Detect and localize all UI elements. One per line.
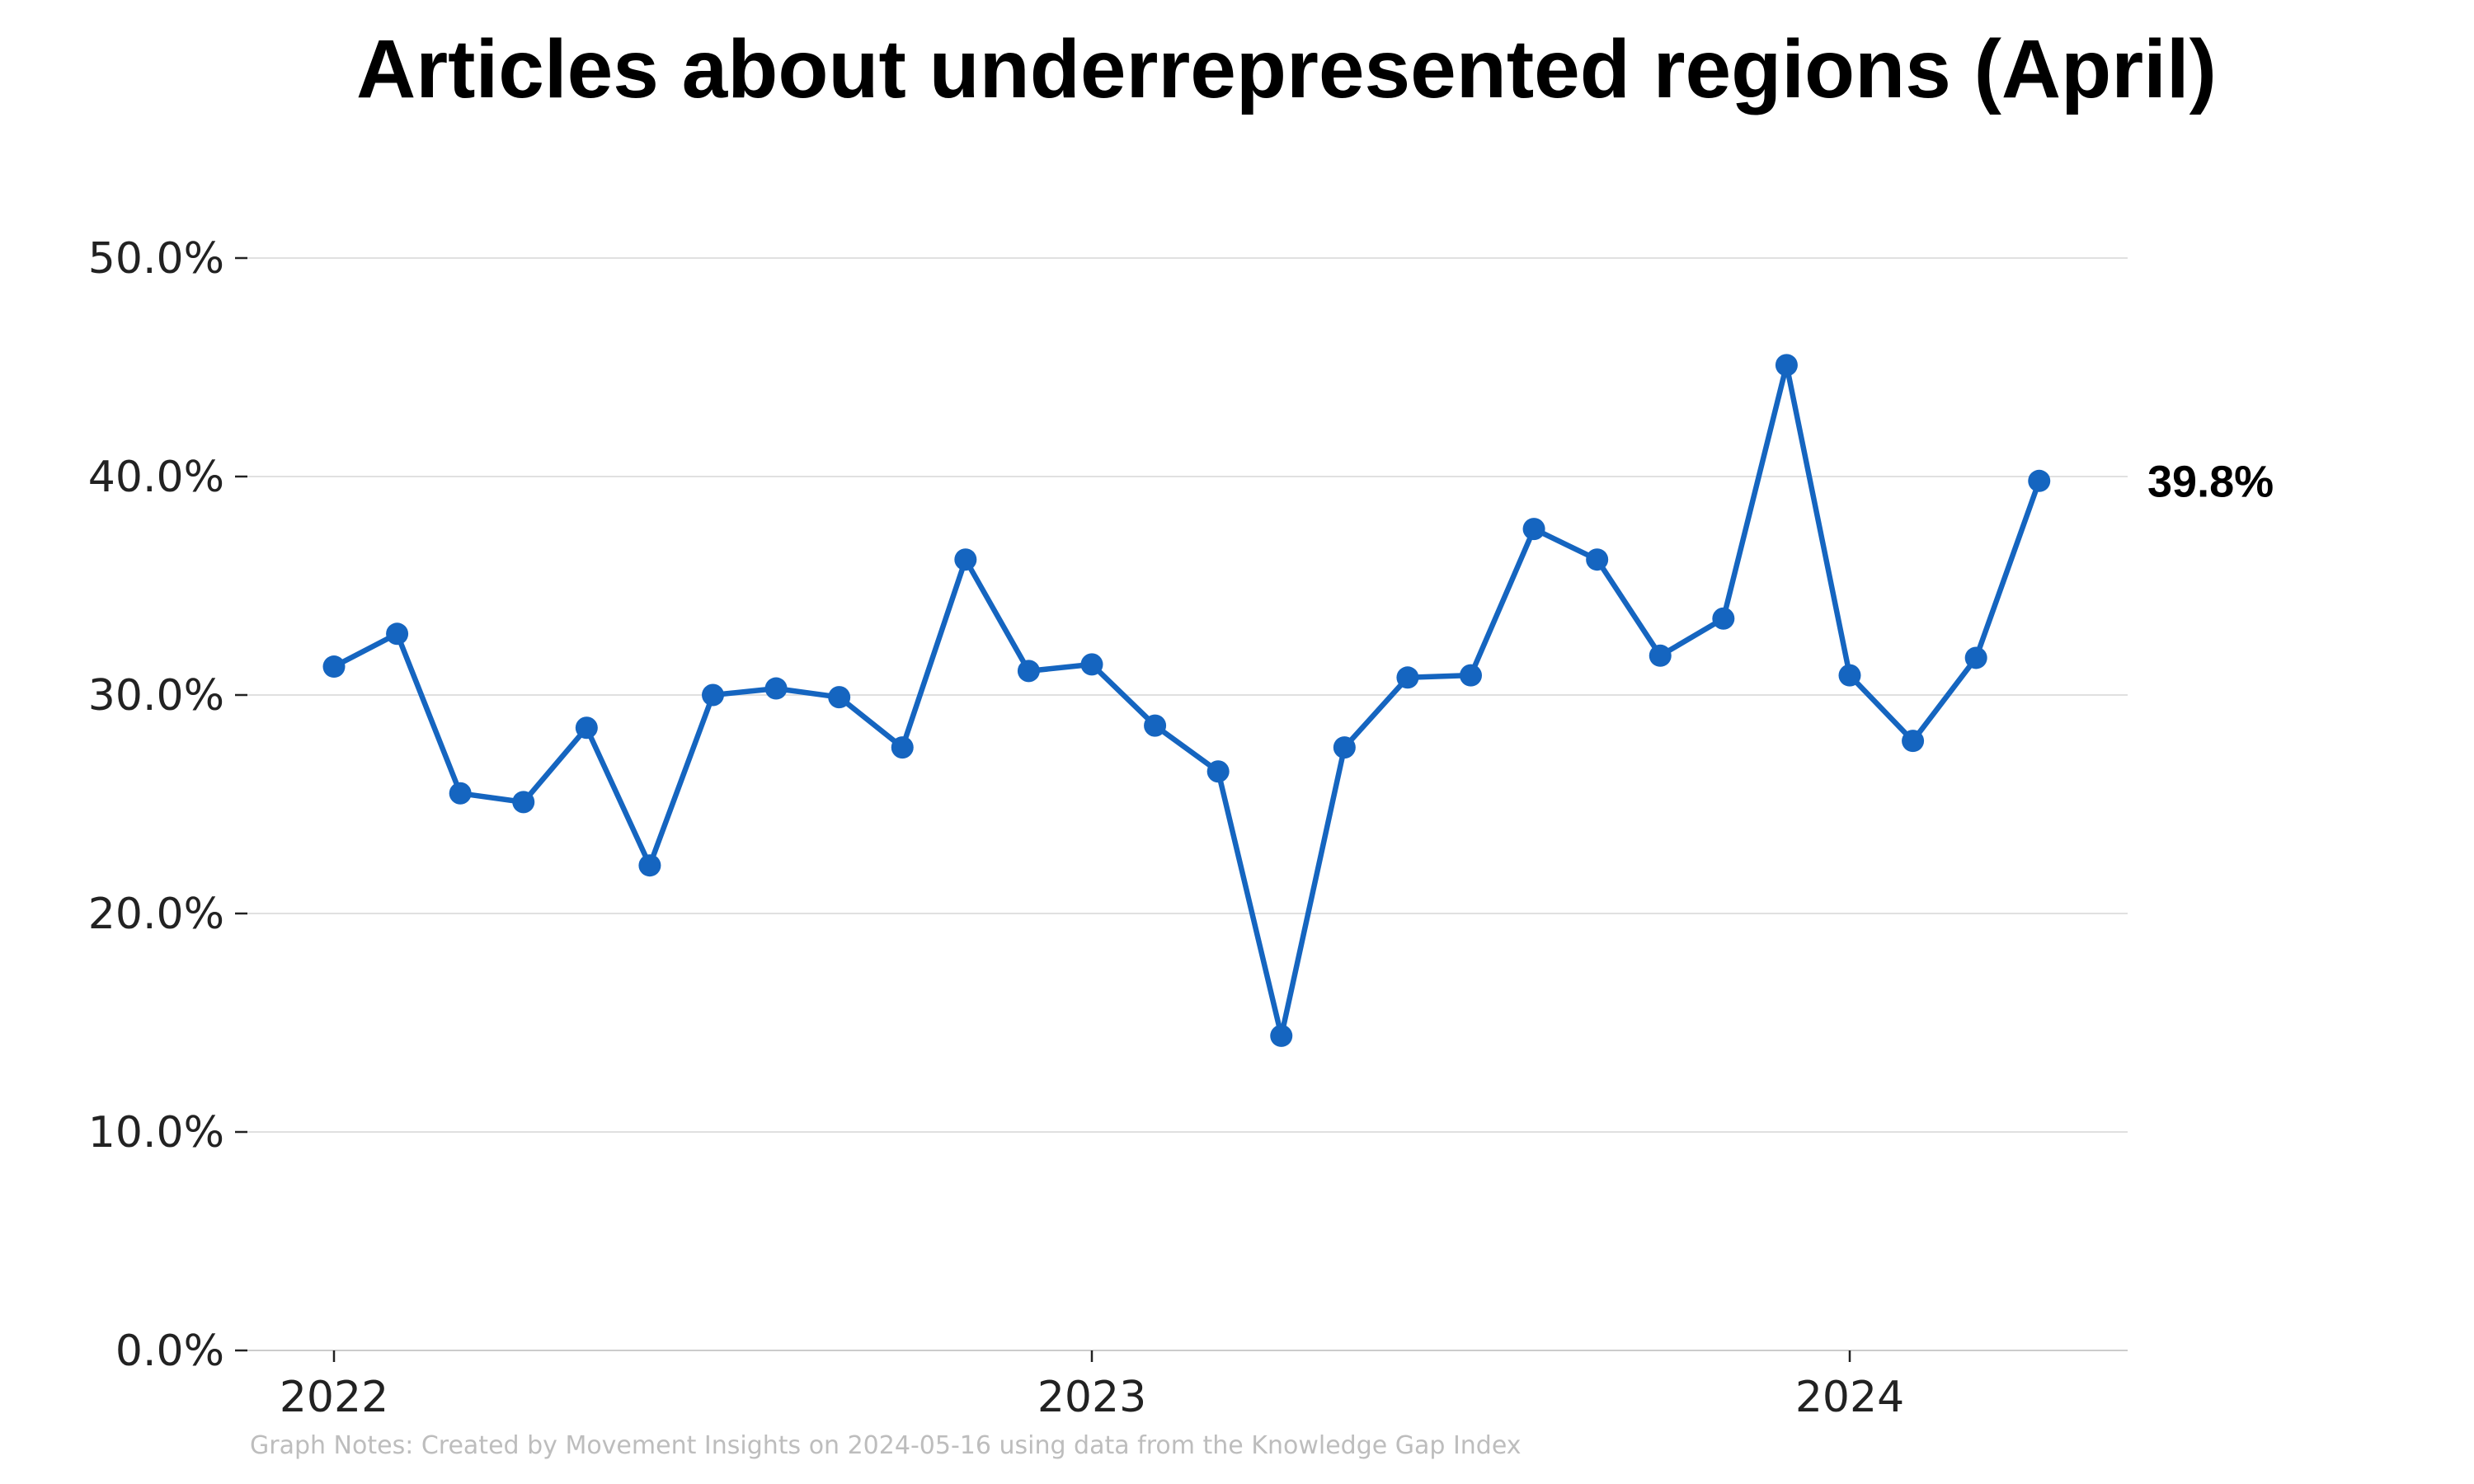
data-point xyxy=(1775,354,1798,377)
data-point xyxy=(764,677,788,700)
data-point xyxy=(386,622,409,646)
data-point xyxy=(449,782,472,805)
data-point xyxy=(512,791,535,814)
data-point xyxy=(1080,653,1103,676)
data-point xyxy=(2028,469,2051,492)
series-line xyxy=(331,362,2043,1039)
data-point xyxy=(322,655,346,679)
data-point xyxy=(954,548,977,571)
data-point xyxy=(828,686,851,709)
y-tick-label: 20.0% xyxy=(88,890,224,939)
series xyxy=(322,354,2051,1047)
data-labels: 39.8% xyxy=(2147,457,2274,506)
data-point xyxy=(1017,660,1040,683)
data-point xyxy=(1206,760,1230,783)
data-point xyxy=(1838,664,1861,687)
data-point xyxy=(1902,730,1925,753)
data-point xyxy=(1270,1024,1293,1047)
data-point xyxy=(1522,518,1545,541)
data-point xyxy=(1586,548,1609,571)
y-tick-label: 0.0% xyxy=(115,1327,224,1376)
x-tick-label: 2024 xyxy=(1795,1373,1904,1422)
data-point xyxy=(638,854,661,877)
data-point xyxy=(702,683,724,707)
data-point xyxy=(1144,714,1167,737)
x-tick-label: 2023 xyxy=(1037,1373,1146,1422)
y-tick-label: 10.0% xyxy=(88,1108,224,1158)
y-tick-label: 40.0% xyxy=(88,453,224,502)
grid-lines xyxy=(247,257,2128,1133)
chart-title: Articles about underrepresented regions … xyxy=(356,23,2217,115)
axes: 0.0% 10.0% 20.0% 30.0% 40.0% 50.0% 2022 2023 202… xyxy=(88,234,2128,1422)
data-point xyxy=(1333,736,1356,759)
data-point xyxy=(891,736,914,759)
data-point xyxy=(1396,666,1419,689)
x-tick-label: 2022 xyxy=(280,1373,388,1422)
data-point xyxy=(1712,607,1735,630)
y-tick-label: 30.0% xyxy=(88,671,224,721)
data-point xyxy=(1460,664,1482,687)
data-point xyxy=(575,716,598,740)
data-point xyxy=(1649,644,1672,667)
y-tick-label: 50.0% xyxy=(88,234,224,284)
graph-notes: Graph Notes: Created by Movement Insight… xyxy=(250,1431,1522,1460)
data-point xyxy=(1964,646,1987,669)
end-value-label: 39.8% xyxy=(2147,457,2274,506)
